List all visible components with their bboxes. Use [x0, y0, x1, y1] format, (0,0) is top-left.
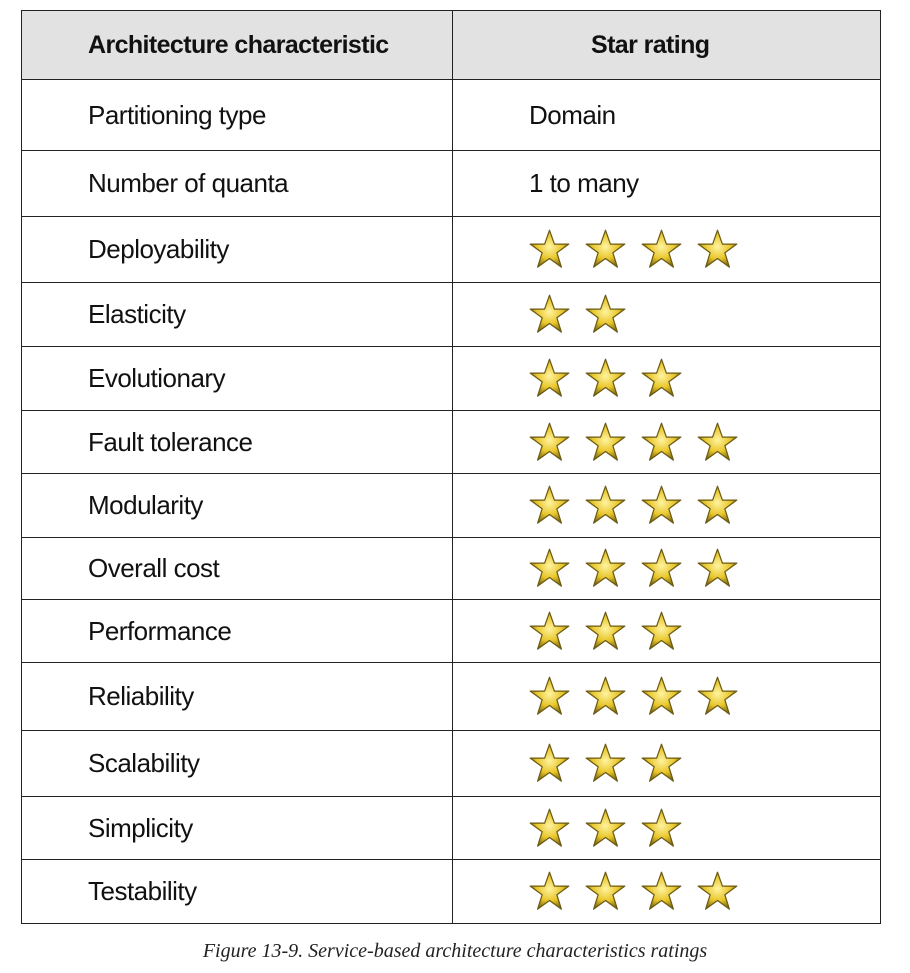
header-star-rating: Star rating	[452, 10, 881, 80]
characteristic-name: Deployability	[21, 216, 453, 283]
star-icon	[641, 808, 682, 847]
star-icon	[641, 485, 682, 524]
star-icon	[641, 743, 682, 782]
table-row: Overall cost	[21, 537, 881, 600]
characteristic-name: Overall cost	[21, 537, 453, 600]
table-row: Simplicity	[21, 796, 881, 860]
ratings-table: Architecture characteristic Star rating …	[21, 10, 881, 924]
star-icon	[529, 229, 570, 268]
star-icon	[585, 485, 626, 524]
characteristic-name: Performance	[21, 599, 453, 663]
star-icon	[529, 871, 570, 910]
star-icon	[585, 422, 626, 461]
star-rating	[452, 730, 881, 797]
star-icon	[697, 229, 738, 268]
star-icon	[585, 676, 626, 715]
star-icon	[697, 676, 738, 715]
star-group	[529, 676, 880, 717]
table-row: Scalability	[21, 730, 881, 797]
star-group	[529, 611, 880, 652]
table-row: Deployability	[21, 216, 881, 283]
star-group	[529, 808, 880, 849]
star-icon	[641, 422, 682, 461]
star-icon	[697, 871, 738, 910]
star-icon	[585, 611, 626, 650]
star-icon	[585, 743, 626, 782]
star-rating	[452, 537, 881, 600]
star-group	[529, 485, 880, 526]
star-rating	[452, 662, 881, 731]
figure-caption: Figure 13-9. Service-based architecture …	[202, 940, 708, 962]
star-icon	[529, 548, 570, 587]
star-rating	[452, 346, 881, 411]
star-icon	[529, 294, 570, 333]
star-icon	[697, 422, 738, 461]
star-icon	[529, 808, 570, 847]
star-icon	[529, 422, 570, 461]
star-group	[529, 871, 880, 912]
star-icon	[697, 485, 738, 524]
table-row: Evolutionary	[21, 346, 881, 411]
star-rating	[452, 599, 881, 663]
star-icon	[585, 294, 626, 333]
characteristic-name: Number of quanta	[21, 150, 453, 217]
star-rating	[452, 282, 881, 347]
star-icon	[585, 229, 626, 268]
characteristic-name: Testability	[21, 859, 453, 924]
table-body: Partitioning type Domain Number of quanta 1…	[21, 79, 881, 924]
star-icon	[697, 548, 738, 587]
star-icon	[641, 871, 682, 910]
table-row: Performance	[21, 599, 881, 663]
characteristic-name: Partitioning type	[21, 79, 453, 151]
rating-text: 1 to many	[452, 150, 881, 217]
star-group	[529, 229, 880, 270]
star-icon	[641, 358, 682, 397]
star-icon	[585, 548, 626, 587]
star-group	[529, 358, 880, 399]
table-row: Reliability	[21, 662, 881, 731]
star-rating	[452, 410, 881, 474]
characteristic-name: Modularity	[21, 473, 453, 538]
star-icon	[641, 548, 682, 587]
star-icon	[529, 743, 570, 782]
star-group	[529, 548, 880, 589]
characteristic-name: Evolutionary	[21, 346, 453, 411]
table-row: Partitioning type Domain	[21, 79, 881, 151]
star-icon	[585, 358, 626, 397]
characteristic-name: Simplicity	[21, 796, 453, 860]
star-icon	[585, 808, 626, 847]
rating-text: Domain	[452, 79, 881, 151]
star-icon	[529, 611, 570, 650]
characteristic-name: Fault tolerance	[21, 410, 453, 474]
header-row: Architecture characteristic Star rating	[21, 10, 881, 80]
characteristic-name: Reliability	[21, 662, 453, 731]
header-characteristic: Architecture characteristic	[21, 10, 453, 80]
star-icon	[641, 229, 682, 268]
table-row: Modularity	[21, 473, 881, 538]
star-icon	[529, 358, 570, 397]
table-row: Elasticity	[21, 282, 881, 347]
star-icon	[529, 485, 570, 524]
characteristic-name: Elasticity	[21, 282, 453, 347]
star-icon	[641, 676, 682, 715]
star-icon	[529, 676, 570, 715]
star-rating	[452, 473, 881, 538]
star-icon	[585, 871, 626, 910]
characteristic-name: Scalability	[21, 730, 453, 797]
table-row: Number of quanta 1 to many	[21, 150, 881, 217]
table-row: Fault tolerance	[21, 410, 881, 474]
star-group	[529, 743, 880, 784]
star-group	[529, 294, 880, 335]
star-rating	[452, 216, 881, 283]
star-rating	[452, 859, 881, 924]
star-icon	[641, 611, 682, 650]
star-group	[529, 422, 880, 463]
star-rating	[452, 796, 881, 860]
table-row: Testability	[21, 859, 881, 924]
